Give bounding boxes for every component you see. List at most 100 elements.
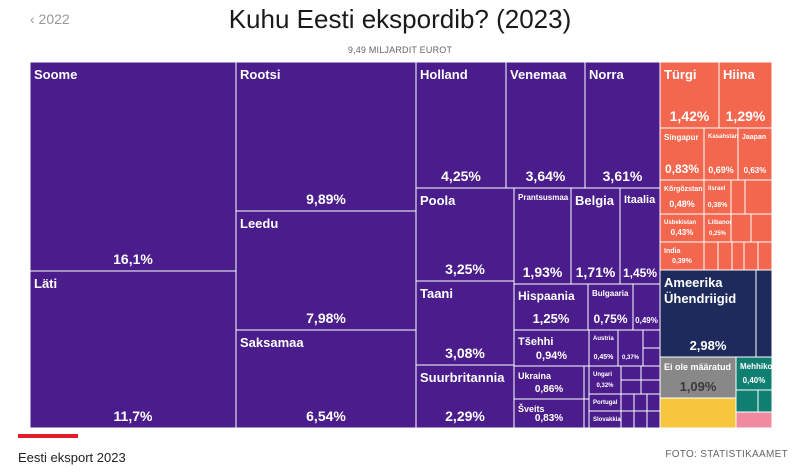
tile-prantsusmaa [513, 187, 572, 285]
value-small-16: 0,49% [635, 316, 658, 325]
value-liibanon: 0,25% [709, 231, 727, 237]
label-holland: Holland [420, 67, 468, 82]
tile-india [659, 241, 705, 271]
tile-unlabeled-24 [659, 397, 737, 429]
label-taani: Taani [420, 286, 453, 301]
label-sveits: Šveits [518, 403, 545, 414]
label-hispaania: Hispaania [518, 289, 575, 303]
tile-soome [29, 61, 237, 272]
tile-ungari [588, 365, 622, 395]
tile-usbekistan [659, 213, 705, 243]
label-bulgaaria: Bulgaaria [592, 289, 629, 298]
value-leedu: 7,98% [306, 310, 346, 326]
value-taani: 3,08% [445, 345, 485, 361]
label-usbekistan: Usbekistan [664, 220, 696, 226]
label-singapur: Singapur [664, 133, 699, 142]
tile-taani [415, 280, 515, 366]
tile-tsehhi [513, 329, 590, 367]
value-turgi: 1,42% [670, 108, 710, 124]
value-hispaania: 1,25% [533, 311, 570, 326]
value-holland: 4,25% [441, 168, 481, 184]
photo-source: FOTO: STATISTIKAAMET [665, 449, 788, 460]
tile-unlabeled-25 [735, 389, 759, 413]
tile-unlabeled-5 [717, 241, 733, 271]
value-venemaa: 3,64% [526, 168, 566, 184]
tile-unlabeled-27 [735, 411, 773, 429]
value-rootsi: 9,89% [306, 191, 346, 207]
label-ameerika-uhendriigid-2: Ühendriigid [664, 291, 736, 306]
label-mehhiko: Mehhiko [740, 362, 773, 371]
label-tsehhi: Tšehhi [518, 336, 553, 348]
tile-unlabeled-21 [646, 410, 661, 429]
label-kasahstan: Kasahstan [708, 134, 739, 140]
label-norra: Norra [589, 67, 624, 82]
label-soome: Soome [34, 67, 77, 82]
label-austria: Austria [593, 336, 614, 342]
label-hiina: Hiina [723, 67, 756, 82]
tile-ei-ole-maaratud [659, 356, 737, 399]
value-norra: 3,61% [603, 168, 643, 184]
tile-unlabeled-16 [620, 393, 635, 412]
value-saksamaa: 6,54% [306, 408, 346, 424]
label-portugal: Portugal [593, 400, 618, 406]
chart-title: Kuhu Eesti ekspordib? (2023) [228, 4, 572, 34]
label-slovakkia: Slovakkia [593, 417, 621, 423]
tile-unlabeled-8 [757, 241, 773, 271]
tile-venemaa [505, 61, 586, 189]
tile-liibanon [703, 213, 732, 243]
previous-year-link[interactable]: ‹ 2022 [30, 11, 70, 27]
tile-sveits [513, 398, 585, 429]
chart-subtitle: 9,49 MILJARDIT EUROT [347, 45, 453, 55]
label-lati: Läti [34, 276, 57, 291]
label-turgi: Türgi [664, 67, 697, 82]
tile-bulgaaria [587, 283, 634, 331]
tile-unlabeled-4 [703, 241, 719, 271]
red-accent-bar [18, 434, 78, 438]
tile-unlabeled-7 [743, 241, 759, 271]
label-prantsusmaa: Prantsusmaa [518, 193, 569, 202]
value-hiina: 1,29% [726, 108, 766, 124]
label-ukraina: Ukraina [518, 371, 552, 381]
label-venemaa: Venemaa [510, 67, 567, 82]
value-suurbritannia: 2,29% [445, 408, 485, 424]
label-belgia: Belgia [575, 193, 615, 208]
tile-leedu [235, 210, 417, 331]
value-tsehhi: 0,94% [536, 350, 567, 362]
tile-unlabeled-23 [583, 398, 590, 429]
value-prantsusmaa: 1,93% [523, 264, 563, 280]
value-soome: 16,1% [113, 251, 153, 267]
label-ei-ole-maaratud: Ei ole määratud [664, 362, 731, 372]
label-leedu: Leedu [240, 216, 278, 231]
value-iisrael: 0,38% [708, 202, 729, 209]
value-poola: 3,25% [445, 261, 485, 277]
value-itaalia: 1,45% [623, 266, 657, 280]
tile-norra [584, 61, 661, 189]
value-bulgaaria: 0,75% [593, 312, 627, 326]
tile-unlabeled-20 [633, 410, 648, 429]
tile-unlabeled-1 [744, 179, 773, 215]
tile-mehhiko [735, 356, 773, 391]
label-poola: Poola [420, 193, 456, 208]
label-rootsi: Rootsi [240, 67, 280, 82]
label-itaalia: Itaalia [624, 194, 656, 206]
value-sveits: 0,83% [535, 413, 563, 424]
label-ungari: Ungari [593, 372, 612, 378]
value-ei-ole-maaratud: 1,09% [680, 379, 717, 394]
tile-rootsi [235, 61, 417, 212]
value-jaapan: 0,63% [744, 166, 767, 175]
tile-ukraina [513, 365, 585, 400]
label-suurbritannia: Suurbritannia [420, 370, 505, 385]
value-korgozstan: 0,48% [669, 199, 695, 209]
label-india: India [664, 248, 680, 255]
label-korgozstan: Kõrgõzstan [664, 186, 703, 193]
tile-poola [415, 187, 515, 282]
value-ukraina: 0,86% [535, 384, 563, 395]
tile-lati [29, 270, 237, 429]
value-usbekistan: 0,43% [671, 228, 694, 237]
value-india: 0,39% [672, 258, 693, 265]
label-iisrael: Iisrael [708, 186, 726, 192]
label-saksamaa: Saksamaa [240, 335, 304, 350]
value-kasahstan: 0,69% [708, 165, 734, 175]
tile-unlabeled-3 [750, 213, 773, 243]
